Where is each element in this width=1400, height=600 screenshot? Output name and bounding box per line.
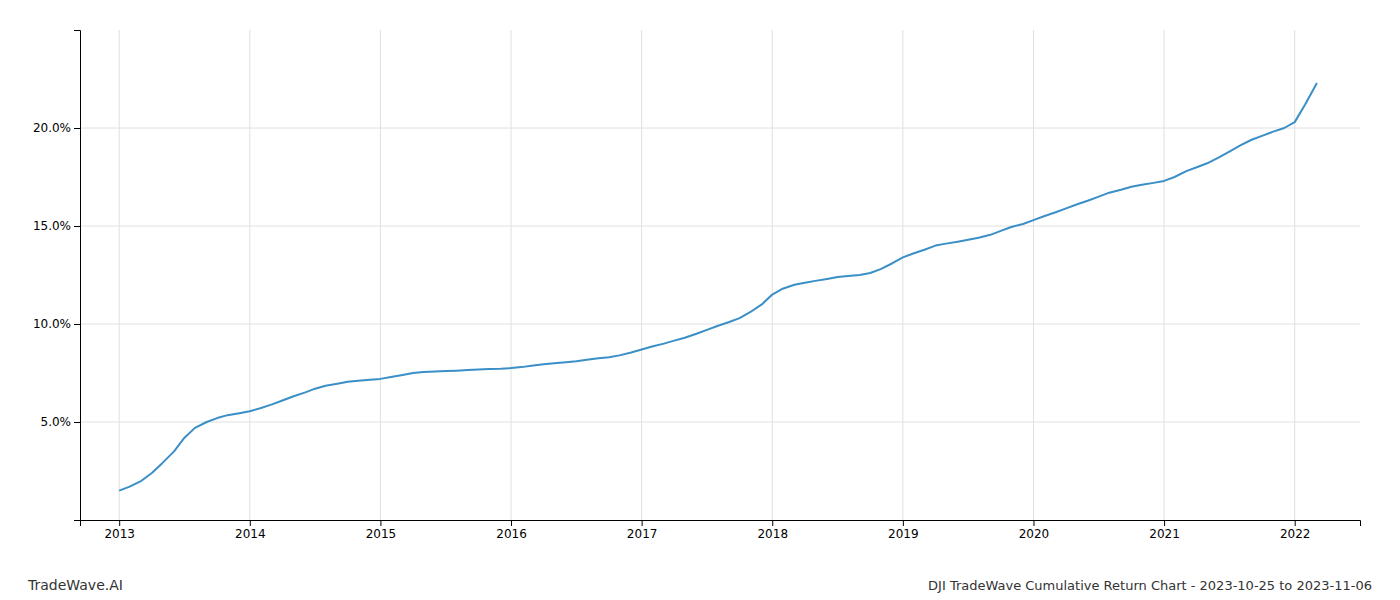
x-axis: 2013 2014 2015 2016 2017 2018 2019 2020 2021 2022 [81, 520, 1361, 541]
grid-line-x [1164, 30, 1165, 520]
grid-line-y [80, 226, 1360, 227]
tick-label: 2019 [888, 527, 919, 541]
grid-line-y [80, 128, 1360, 129]
tick: 10.0% [33, 317, 80, 331]
tick-label: 15.0% [33, 219, 71, 233]
grid-line-x [641, 30, 642, 520]
axis-line [81, 521, 1361, 527]
tick-mark [380, 520, 381, 526]
tick-label: 2016 [496, 527, 527, 541]
title: DJI TradeWave Cumulative Return Chart - … [928, 578, 1372, 593]
chart: 2013 2014 2015 2016 2017 2018 2019 2020 2021 2022… [0, 0, 1400, 600]
tick: 2020 [1019, 520, 1050, 541]
tick: 2015 [366, 520, 397, 541]
tick-label: 2014 [235, 527, 266, 541]
tick: 15.0% [33, 219, 80, 233]
tick-mark [250, 520, 251, 526]
tick-label: 2017 [627, 527, 658, 541]
tick: 5.0% [41, 415, 81, 429]
grid-line-x [380, 30, 381, 520]
line [119, 83, 1317, 491]
tick-label: 2021 [1149, 527, 1180, 541]
tick-mark [642, 520, 643, 526]
tick: 2016 [496, 520, 527, 541]
tick-label: 2022 [1280, 527, 1311, 541]
tick-label: 2013 [104, 527, 135, 541]
tick-label: 2020 [1019, 527, 1050, 541]
tick: 2019 [888, 520, 919, 541]
grid-line-x [902, 30, 903, 520]
tick: 2018 [757, 520, 788, 541]
grid-line-x [772, 30, 773, 520]
marks [119, 83, 1317, 491]
grid-line-x [511, 30, 512, 520]
axis-line [74, 31, 81, 521]
tick: 2013 [104, 520, 135, 541]
tick-label: 5.0% [41, 415, 72, 429]
tick-mark [74, 226, 80, 227]
tick-mark [772, 520, 773, 526]
tick-label: 2015 [366, 527, 397, 541]
grid-line-x [1294, 30, 1295, 520]
tick-mark [1033, 520, 1034, 526]
grid-line-x [119, 30, 120, 520]
plot: 2013 2014 2015 2016 2017 2018 2019 2020 2021 2022… [33, 30, 1361, 541]
tick-label: 10.0% [33, 317, 71, 331]
tick: 2022 [1280, 520, 1311, 541]
tick-mark [511, 520, 512, 526]
grid [80, 30, 1360, 520]
tick-mark [74, 324, 80, 325]
tick: 2021 [1149, 520, 1180, 541]
tick-mark [903, 520, 904, 526]
tick: 2017 [627, 520, 658, 541]
tick-mark [74, 422, 80, 423]
tick-label: 20.0% [33, 121, 71, 135]
grid-line-x [1033, 30, 1034, 520]
watermark: TradeWave.AI [27, 577, 123, 593]
tick: 2014 [235, 520, 266, 541]
tick-mark [119, 520, 120, 526]
tick-mark [1295, 520, 1296, 526]
tick-label: 2018 [757, 527, 788, 541]
tick-mark [1164, 520, 1165, 526]
tick: 20.0% [33, 121, 80, 135]
grid-line-y [80, 422, 1360, 423]
tick-mark [74, 128, 80, 129]
grid-line-x [249, 30, 250, 520]
y-axis: 5.0% 10.0% 15.0% 20.0% [33, 31, 81, 521]
